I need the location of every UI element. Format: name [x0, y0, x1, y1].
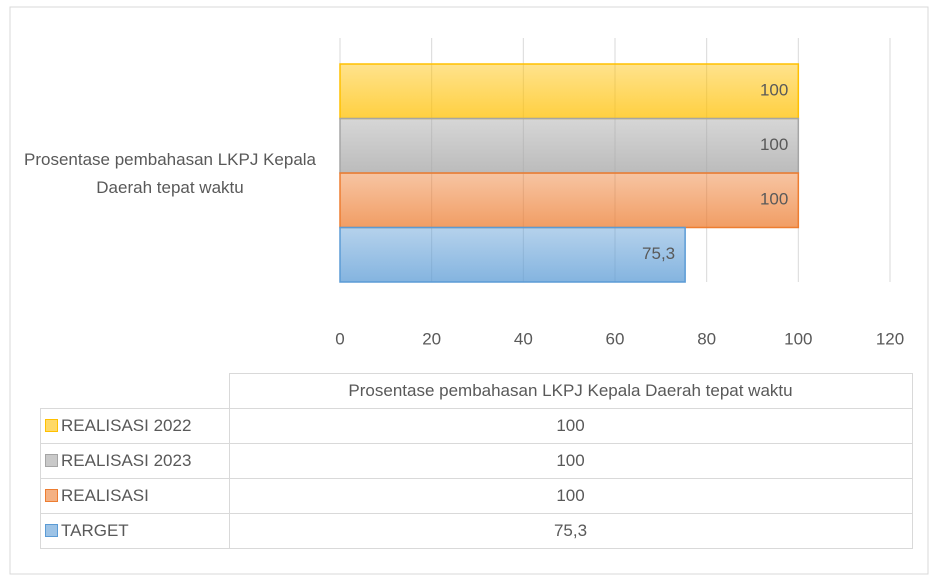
legend-label: REALISASI 2023	[61, 450, 192, 470]
data-table: Prosentase pembahasan LKPJ Kepala Daerah…	[40, 373, 913, 549]
data-label: 100	[760, 190, 788, 209]
bar	[339, 117, 800, 174]
legend-cell: TARGET	[40, 512, 230, 549]
data-label: 75,3	[642, 244, 675, 263]
table-value: 75,3	[228, 512, 913, 549]
legend-label: REALISASI	[61, 485, 149, 505]
legend-swatch	[45, 488, 58, 502]
legend-swatch	[45, 453, 58, 467]
legend-label: REALISASI 2022	[61, 415, 192, 435]
table-row: TARGET 75,3	[40, 512, 913, 549]
table-header-row: Prosentase pembahasan LKPJ Kepala Daerah…	[40, 373, 913, 409]
data-label: 100	[760, 81, 788, 100]
x-tick-label: 100	[784, 329, 812, 348]
bar	[339, 172, 800, 229]
x-tick-label: 120	[876, 329, 904, 348]
data-label: 100	[760, 135, 788, 154]
table-value: 100	[228, 407, 913, 444]
table-row: REALISASI 2022 100	[40, 407, 913, 444]
x-tick-label: 0	[335, 329, 344, 348]
table-corner	[40, 373, 230, 409]
legend-swatch	[45, 418, 58, 432]
bar	[339, 226, 686, 283]
x-tick-label: 40	[514, 329, 533, 348]
legend-label: TARGET	[61, 520, 129, 540]
legend-swatch	[45, 523, 58, 537]
chart-border	[9, 6, 929, 575]
x-tick-label: 80	[697, 329, 716, 348]
table-value: 100	[228, 442, 913, 479]
category-label: Prosentase pembahasan LKPJ Kepala Daerah…	[23, 150, 317, 197]
legend-cell: REALISASI 2023	[40, 442, 230, 479]
table-row: REALISASI 2023 100	[40, 442, 913, 479]
legend-cell: REALISASI	[40, 477, 230, 514]
bar	[339, 63, 800, 120]
legend-cell: REALISASI 2022	[40, 407, 230, 444]
x-tick-label: 60	[606, 329, 625, 348]
x-tick-label: 20	[422, 329, 441, 348]
table-row: REALISASI 100	[40, 477, 913, 514]
table-header: Prosentase pembahasan LKPJ Kepala Daerah…	[228, 373, 913, 409]
table-value: 100	[228, 477, 913, 514]
